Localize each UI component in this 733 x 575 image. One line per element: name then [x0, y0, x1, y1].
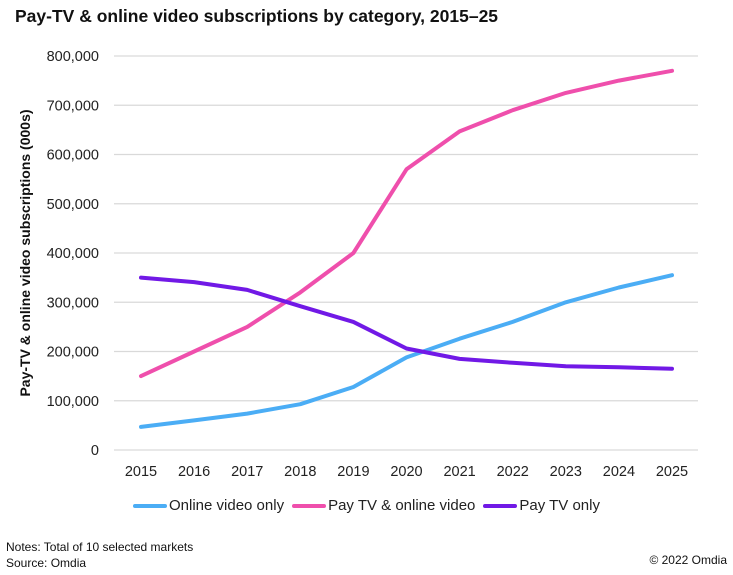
x-tick-label: 2019	[337, 464, 369, 480]
series-line-pay-tv-and-online-video	[139, 68, 674, 379]
x-tick-label: 2020	[390, 464, 422, 480]
x-tick-label: 2015	[125, 464, 157, 480]
y-tick-label: 100,000	[47, 394, 99, 410]
legend-swatch-pay-tv-only	[483, 503, 518, 508]
source-text: Source: Omdia	[6, 556, 87, 570]
gridlines	[114, 55, 698, 451]
notes-text: Notes: Total of 10 selected markets	[6, 540, 194, 554]
legend-label: Online video only	[169, 497, 285, 514]
x-tick-label: 2023	[550, 464, 582, 480]
legend-label: Pay TV & online video	[328, 497, 476, 514]
x-tick-label: 2025	[656, 464, 688, 480]
legend-item-pay-tv-and-online-video: Pay TV & online video	[292, 497, 475, 514]
x-tick-label: 2017	[231, 464, 263, 480]
x-tick-label: 2018	[284, 464, 316, 480]
x-axis-ticks: 2015 2016 2017 2018 2019 2020 2021 2022 2023 2024…	[125, 464, 688, 480]
y-tick-label: 400,000	[47, 246, 99, 262]
line-chart: 0 100,000 200,000 300,000 400,000 500,000 600,…	[47, 49, 698, 480]
series-line-online-video-only	[139, 273, 674, 429]
chart-title: Pay-TV & online video subscriptions by c…	[15, 6, 499, 26]
y-tick-label: 700,000	[47, 98, 99, 114]
y-tick-label: 0	[91, 443, 99, 459]
y-tick-label: 200,000	[47, 345, 99, 361]
y-tick-label: 800,000	[47, 49, 99, 65]
copyright-text: © 2022 Omdia	[649, 553, 727, 567]
x-tick-label: 2022	[497, 464, 529, 480]
x-tick-label: 2021	[443, 464, 475, 480]
legend-item-pay-tv-only: Pay TV only	[483, 497, 600, 514]
footnotes: Notes: Total of 10 selected markets Sour…	[6, 539, 193, 571]
legend-label: Pay TV only	[519, 497, 600, 514]
series-lines	[139, 68, 674, 429]
y-tick-label: 500,000	[47, 197, 99, 213]
y-axis-ticks: 0 100,000 200,000 300,000 400,000 500,000 600,…	[47, 49, 99, 459]
x-tick-label: 2016	[178, 464, 210, 480]
y-tick-label: 600,000	[47, 148, 99, 164]
x-tick-label: 2024	[603, 464, 635, 480]
legend: Online video only Pay TV & online video …	[0, 497, 733, 514]
series-line-pay-tv-only	[139, 275, 674, 371]
legend-swatch-online-video-only	[133, 503, 167, 508]
legend-swatch-pay-tv-and-online-video	[292, 503, 327, 508]
y-tick-label: 300,000	[47, 295, 99, 311]
legend-item-online-video-only: Online video only	[133, 497, 284, 514]
